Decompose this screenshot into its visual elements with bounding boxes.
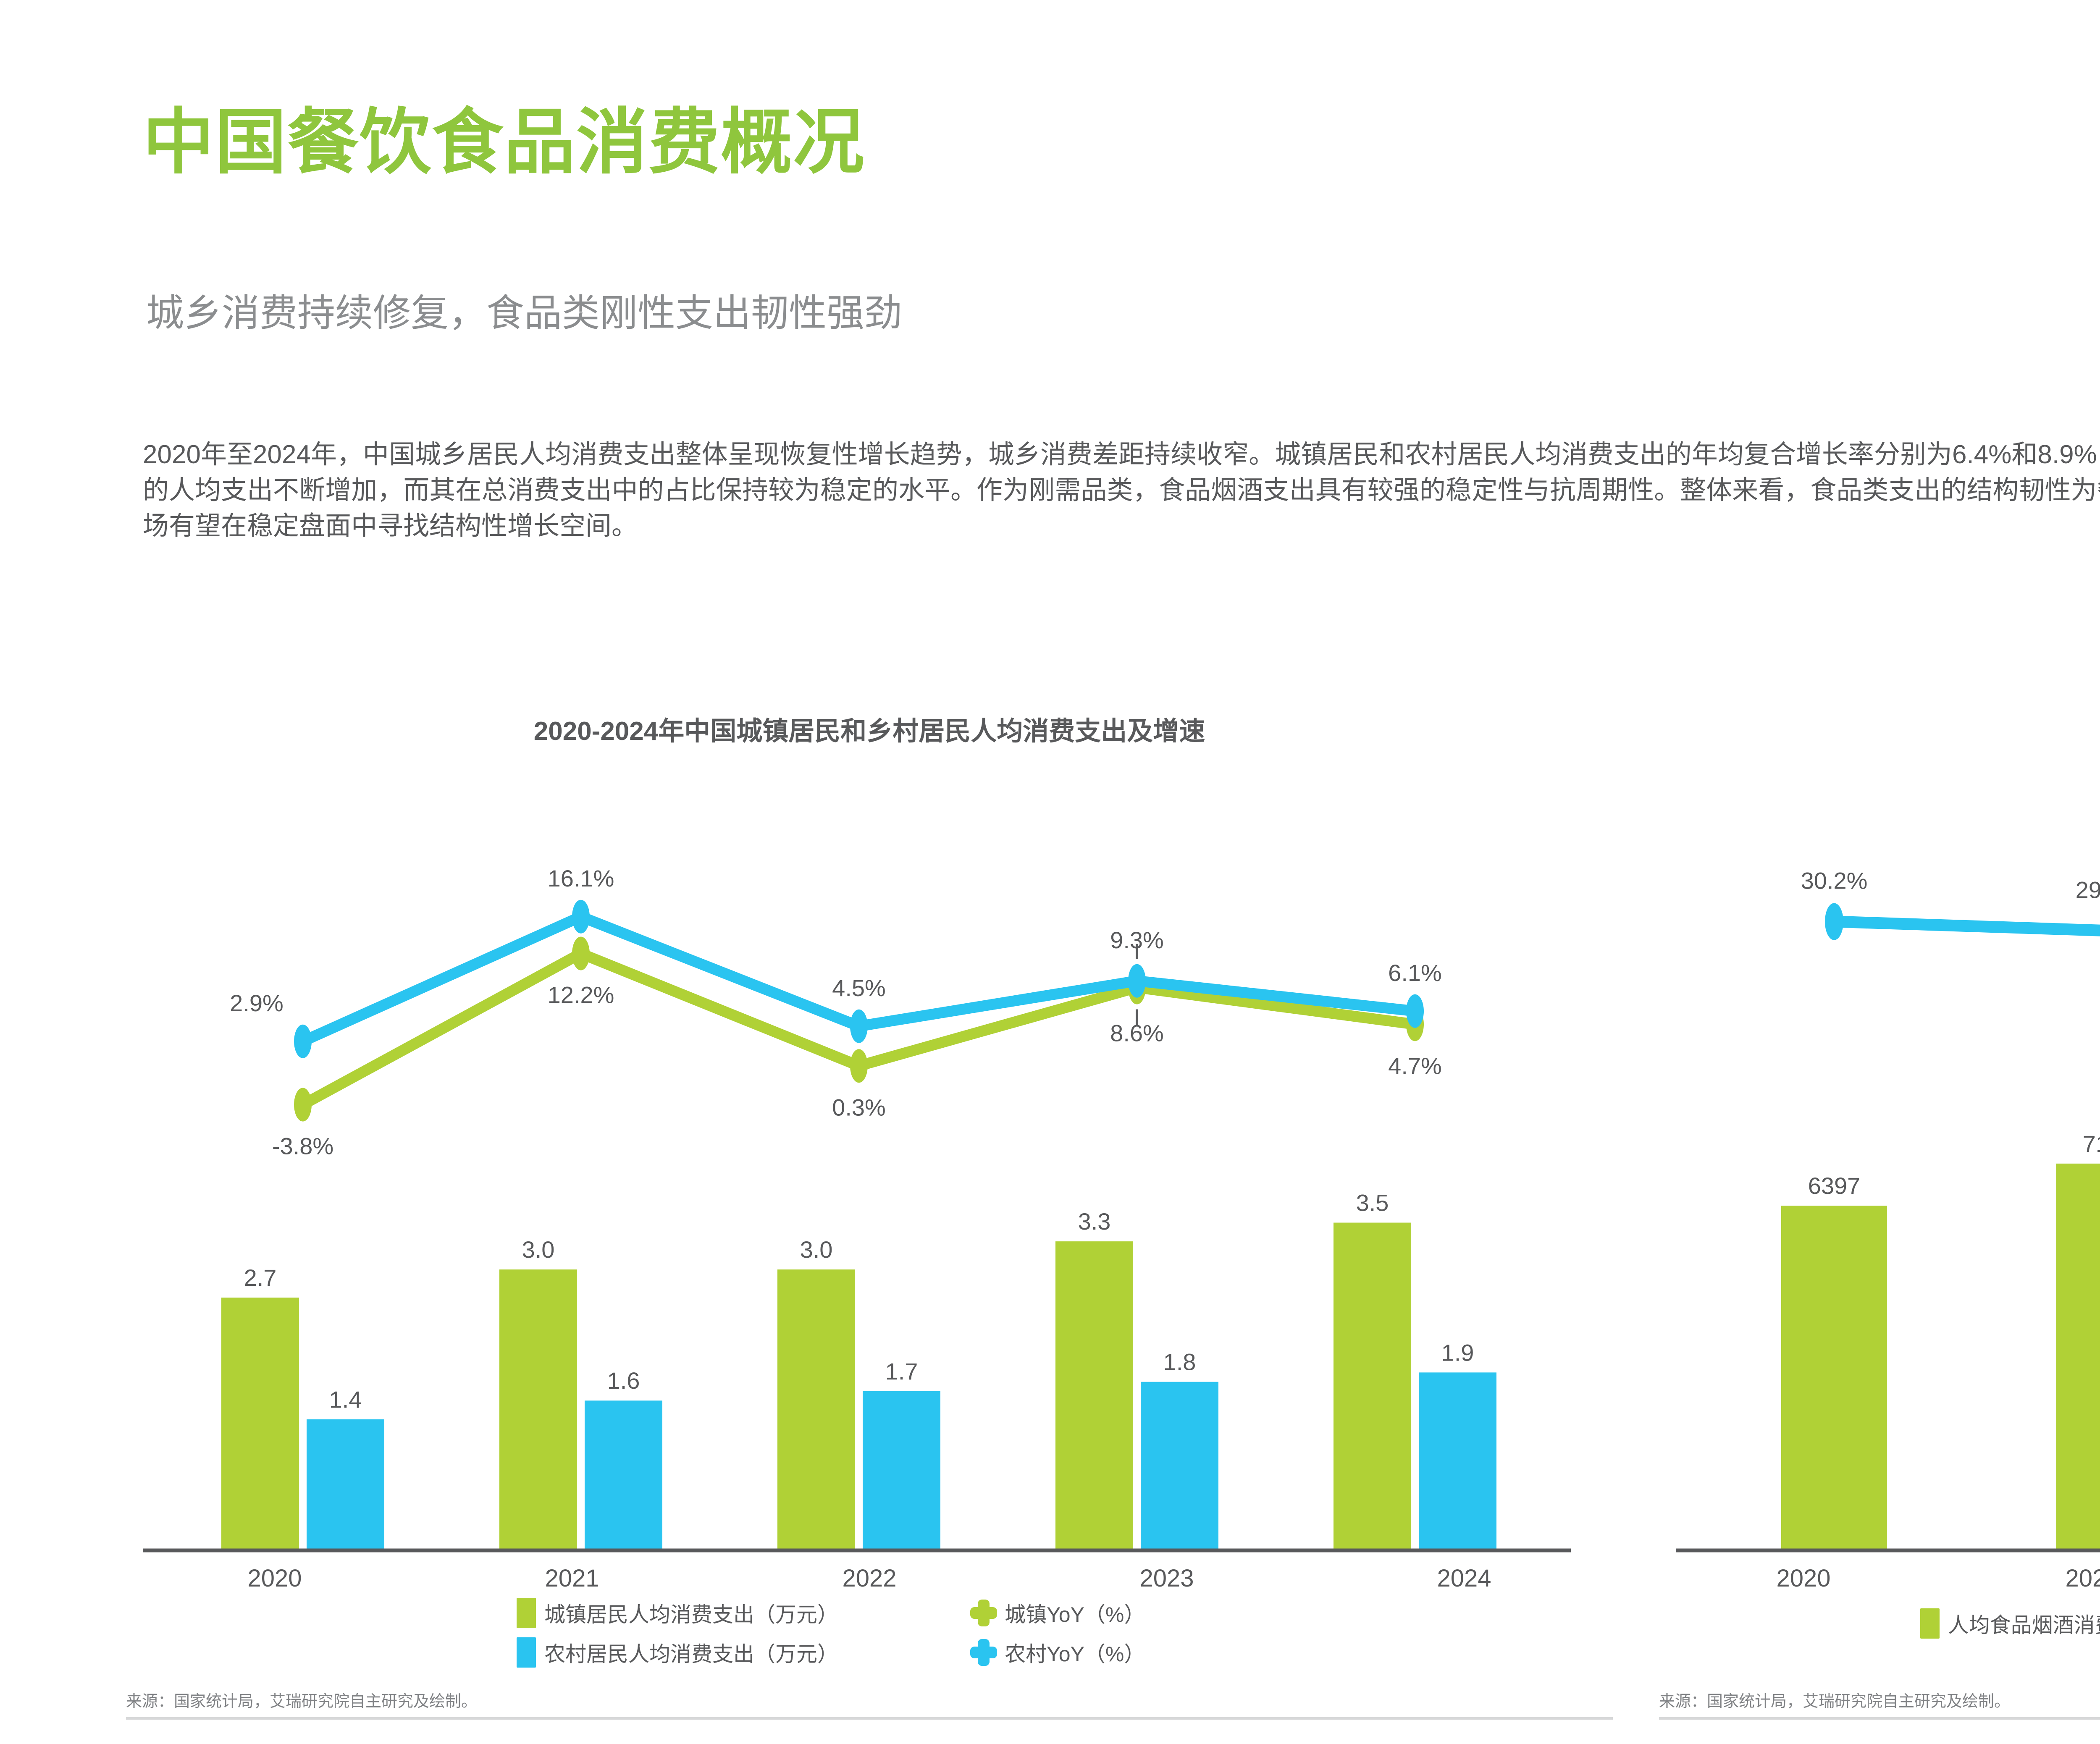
page-title: 中国餐饮食品消费概况 bbox=[143, 102, 866, 182]
left-chart-title: 2020-2024年中国城镇居民和乡村居民人均消费支出及增速 bbox=[533, 717, 1205, 746]
legend-label: 城镇居民人均消费支出（万元） bbox=[544, 1603, 838, 1626]
legend-swatch-box bbox=[517, 1637, 536, 1668]
urban-yoy-marker bbox=[572, 936, 590, 970]
legend-item-food-bar[interactable]: 人均食品烟酒消费支出（元） bbox=[1920, 1608, 2100, 1639]
bar-urban bbox=[777, 1269, 855, 1550]
left-chart-plot: 2.7 1.4 3.0 1.6 3.0 1.7 3.3 1.8 3.5 1.9 2.9% -3.8% 1… bbox=[126, 773, 1613, 1562]
bar-urban bbox=[1055, 1241, 1133, 1550]
source-divider bbox=[126, 1717, 1613, 1720]
right-chart-plot: 6397717874817983841130.2%29.8%30.5%29.8%… bbox=[1659, 773, 2100, 1562]
bar-label-food: 7178 bbox=[2083, 1130, 2100, 1157]
bar-label-urban: 3.0 bbox=[522, 1236, 555, 1263]
rural-yoy-marker bbox=[1128, 964, 1146, 998]
bar-label-food: 6397 bbox=[1808, 1172, 1861, 1199]
line-label-urban-yoy: 12.2% bbox=[548, 982, 614, 1008]
left-chart-tick: 2021 bbox=[545, 1565, 599, 1592]
legend-marker-plus-icon bbox=[970, 1600, 997, 1626]
legend-marker-plus-icon bbox=[970, 1639, 997, 1666]
page-subtitle: 城乡消费持续修复，食品类刚性支出韧性强劲 bbox=[146, 292, 902, 334]
legend-item-urban-yoy[interactable]: 城镇YoY（%） bbox=[970, 1598, 1222, 1628]
right-chart-tick: 2020 bbox=[1776, 1565, 1831, 1592]
rural-yoy-marker bbox=[850, 1009, 868, 1043]
line-label-urban-yoy: 4.7% bbox=[1388, 1052, 1442, 1079]
left-chart-tick: 2022 bbox=[842, 1565, 897, 1592]
line-label-rural-yoy: 16.1% bbox=[548, 865, 614, 892]
source-divider bbox=[1659, 1717, 2100, 1720]
rural-yoy-marker bbox=[294, 1024, 312, 1058]
left-chart-tick: 2020 bbox=[247, 1565, 302, 1592]
bar-rural bbox=[585, 1400, 662, 1550]
rural-yoy-marker bbox=[1406, 994, 1424, 1028]
bar-rural bbox=[863, 1391, 940, 1550]
body-paragraph: 2020年至2024年，中国城乡居民人均消费支出整体呈现恢复性增长趋势，城乡消费… bbox=[143, 440, 2100, 540]
line-label-food-share: 29.8% bbox=[2076, 876, 2100, 903]
legend-label: 农村YoY（%） bbox=[1005, 1642, 1145, 1666]
left-chart-source: 来源：国家统计局，艾瑞研究院自主研究及绘制。 bbox=[126, 1688, 1613, 1726]
bar-label-rural: 1.8 bbox=[1163, 1349, 1196, 1375]
bar-label-rural: 1.7 bbox=[885, 1358, 918, 1385]
line-label-urban-yoy: -3.8% bbox=[272, 1133, 333, 1159]
left-chart-tick: 2023 bbox=[1139, 1565, 1194, 1592]
line-label-food-share: 30.2% bbox=[1801, 868, 1868, 894]
bar-rural bbox=[307, 1419, 384, 1550]
source-text: 来源：国家统计局，艾瑞研究院自主研究及绘制。 bbox=[1659, 1693, 2011, 1710]
legend-label: 城镇YoY（%） bbox=[1005, 1603, 1145, 1626]
legend-row: 城镇居民人均消费支出（万元） 城镇YoY（%） bbox=[126, 1598, 1613, 1628]
legend-item-urban-bar[interactable]: 城镇居民人均消费支出（万元） bbox=[517, 1598, 970, 1628]
line-label-rural-yoy: 2.9% bbox=[230, 990, 284, 1016]
line-label-urban-yoy: 0.3% bbox=[832, 1094, 886, 1120]
bar-label-urban: 3.0 bbox=[800, 1236, 833, 1263]
legend-label: 人均食品烟酒消费支出（元） bbox=[1948, 1613, 2100, 1637]
legend-swatch-box bbox=[517, 1598, 536, 1628]
left-chart-svg: 2.7 1.4 3.0 1.6 3.0 1.7 3.3 1.8 3.5 1.9 2.9% -3.8% 1… bbox=[143, 865, 1571, 1553]
left-chart-tick: 2024 bbox=[1437, 1565, 1491, 1592]
bar-label-rural: 1.4 bbox=[329, 1386, 362, 1413]
food-share-marker bbox=[1825, 903, 1843, 940]
right-chart-panel: 2020-2024年食品烟酒及其占人均消费支出占比 63977178748179… bbox=[1659, 710, 2100, 1726]
right-chart-svg: 6397717874817983841130.2%29.8%30.5%29.8%… bbox=[1676, 868, 2100, 1553]
right-chart-source: 来源：国家统计局，艾瑞研究院自主研究及绘制。 bbox=[1659, 1688, 2100, 1726]
legend-label: 农村居民人均消费支出（万元） bbox=[544, 1642, 838, 1666]
bar-label-rural: 1.9 bbox=[1441, 1339, 1474, 1366]
left-chart-panel: 2020-2024年中国城镇居民和乡村居民人均消费支出及增速 2.7 1.4 3.0… bbox=[126, 710, 1613, 1726]
source-text: 来源：国家统计局，艾瑞研究院自主研究及绘制。 bbox=[126, 1693, 478, 1710]
bar-label-urban: 3.3 bbox=[1078, 1208, 1111, 1235]
bar-urban bbox=[1334, 1222, 1411, 1550]
bar-label-urban: 3.5 bbox=[1356, 1190, 1389, 1216]
legend-row: 人均食品烟酒消费支出（元） 食品烟酒占人均消费支出比例（%） bbox=[1659, 1608, 2100, 1639]
legend-row: 农村居民人均消费支出（万元） 农村YoY（%） bbox=[126, 1637, 1613, 1668]
bar-label-rural: 1.6 bbox=[607, 1367, 640, 1394]
bar-urban bbox=[499, 1269, 577, 1550]
left-chart-x-axis: 2020 2021 2022 2023 2024 bbox=[126, 1564, 1613, 1592]
left-chart-legend: 城镇居民人均消费支出（万元） 城镇YoY（%） 农村居民人均消费支出（万元） 农… bbox=[126, 1598, 1613, 1677]
legend-item-rural-yoy[interactable]: 农村YoY（%） bbox=[970, 1637, 1222, 1668]
legend-item-rural-bar[interactable]: 农村居民人均消费支出（万元） bbox=[517, 1637, 970, 1668]
right-chart-tick: 2021 bbox=[2065, 1565, 2100, 1592]
right-chart-legend: 人均食品烟酒消费支出（元） 食品烟酒占人均消费支出比例（%） bbox=[1659, 1608, 2100, 1639]
legend-swatch-box bbox=[1920, 1608, 1940, 1639]
line-label-rural-yoy: 6.1% bbox=[1388, 960, 1442, 986]
bar-rural bbox=[1419, 1372, 1496, 1550]
bar-food-expenditure bbox=[2056, 1163, 2100, 1550]
urban-yoy-marker bbox=[294, 1088, 312, 1122]
right-chart-title: 2020-2024年食品烟酒及其占人均消费支出占比 bbox=[1659, 710, 2100, 747]
food-share-line bbox=[1828, 915, 2100, 936]
line-label-rural-yoy: 4.5% bbox=[832, 975, 886, 1001]
bar-food-expenditure bbox=[1781, 1206, 1887, 1550]
urban-yoy-marker bbox=[850, 1049, 868, 1083]
bar-rural bbox=[1141, 1382, 1218, 1550]
bar-urban bbox=[221, 1297, 299, 1550]
rural-yoy-marker bbox=[572, 900, 590, 934]
bar-label-urban: 2.7 bbox=[244, 1264, 277, 1291]
